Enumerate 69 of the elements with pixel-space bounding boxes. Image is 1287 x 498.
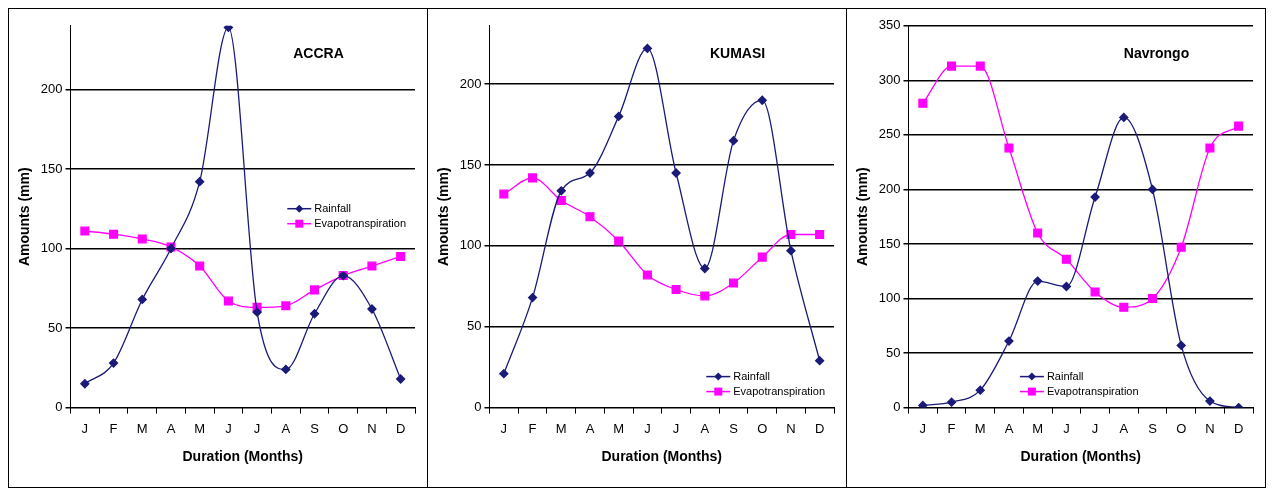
x-tick-label: F	[109, 420, 118, 436]
y-tick-label: 100	[459, 237, 482, 253]
x-tick-label: O	[338, 420, 349, 436]
x-tick-label: J	[644, 420, 651, 436]
x-tick-label: J	[672, 420, 680, 436]
y-tick-label: 150	[459, 156, 482, 172]
y-tick-label: 150	[878, 235, 901, 251]
y-tick-label: 0	[893, 399, 901, 415]
x-tick-label: A	[1004, 420, 1014, 436]
x-tick-label: J	[253, 420, 261, 436]
x-tick-label: M	[1032, 420, 1044, 436]
x-tick-label: M	[555, 420, 567, 436]
x-tick-label: D	[1233, 420, 1244, 436]
x-tick-label: J	[500, 420, 508, 436]
y-tick-label: 50	[467, 318, 482, 334]
x-tick-label: S	[1148, 420, 1158, 436]
x-tick-label: A	[166, 420, 176, 436]
y-axis-title: Amounts (mm)	[854, 167, 871, 267]
y-tick-label: 200	[878, 181, 901, 197]
x-tick-label: M	[613, 420, 625, 436]
x-tick-label: M	[194, 420, 206, 436]
y-tick-label: 50	[886, 344, 901, 360]
x-tick-label: F	[947, 420, 956, 436]
y-tick-label: 250	[878, 126, 901, 142]
x-tick-label: N	[786, 420, 796, 436]
x-tick-label: S	[310, 420, 320, 436]
y-tick-label: 50	[48, 319, 63, 335]
x-tick-label: A	[281, 420, 291, 436]
x-tick-label: N	[1205, 420, 1215, 436]
y-tick-label: 350	[878, 17, 901, 33]
y-tick-label: 200	[459, 75, 482, 91]
x-tick-label: J	[81, 420, 89, 436]
x-tick-label: D	[395, 420, 406, 436]
x-axis-title: Duration (Months)	[182, 448, 304, 465]
y-axis-title: Amounts (mm)	[435, 167, 452, 267]
legend-label: Rainfall	[314, 201, 351, 214]
x-tick-label: O	[757, 420, 768, 436]
text: ACCRA	[293, 44, 344, 61]
legend-label: Evapotranspiration	[733, 384, 826, 397]
x-tick-label: D	[814, 420, 825, 436]
y-tick-label: 0	[474, 399, 482, 415]
legend-label: Rainfall	[733, 369, 770, 382]
x-tick-label: A	[1119, 420, 1129, 436]
text: Navrongo	[1123, 44, 1190, 61]
x-tick-label: M	[136, 420, 148, 436]
x-tick-label: N	[367, 420, 377, 436]
x-tick-label: J	[1063, 420, 1070, 436]
x-tick-label: A	[585, 420, 595, 436]
x-tick-label: M	[974, 420, 986, 436]
y-tick-label: 100	[40, 240, 63, 256]
y-tick-label: 0	[55, 399, 63, 415]
y-tick-label: 200	[40, 81, 63, 97]
x-tick-label: A	[700, 420, 710, 436]
y-tick-label: 300	[878, 71, 901, 87]
legend-label: Evapotranspiration	[314, 216, 407, 229]
x-tick-label: J	[225, 420, 232, 436]
legend-label: Rainfall	[1046, 369, 1084, 382]
y-tick-label: 100	[878, 290, 901, 306]
y-tick-label: 150	[40, 160, 63, 176]
x-tick-label: J	[919, 420, 927, 436]
y-axis-title: Amounts (mm)	[16, 167, 33, 267]
x-tick-label: J	[1091, 420, 1099, 436]
x-tick-label: S	[729, 420, 739, 436]
text: KUMASI	[709, 44, 766, 61]
x-tick-label: O	[1176, 420, 1187, 436]
legend-label: Evapotranspiration	[1046, 384, 1139, 397]
x-axis-title: Duration (Months)	[601, 448, 723, 465]
x-axis-title: Duration (Months)	[1020, 448, 1142, 465]
x-tick-label: F	[528, 420, 537, 436]
